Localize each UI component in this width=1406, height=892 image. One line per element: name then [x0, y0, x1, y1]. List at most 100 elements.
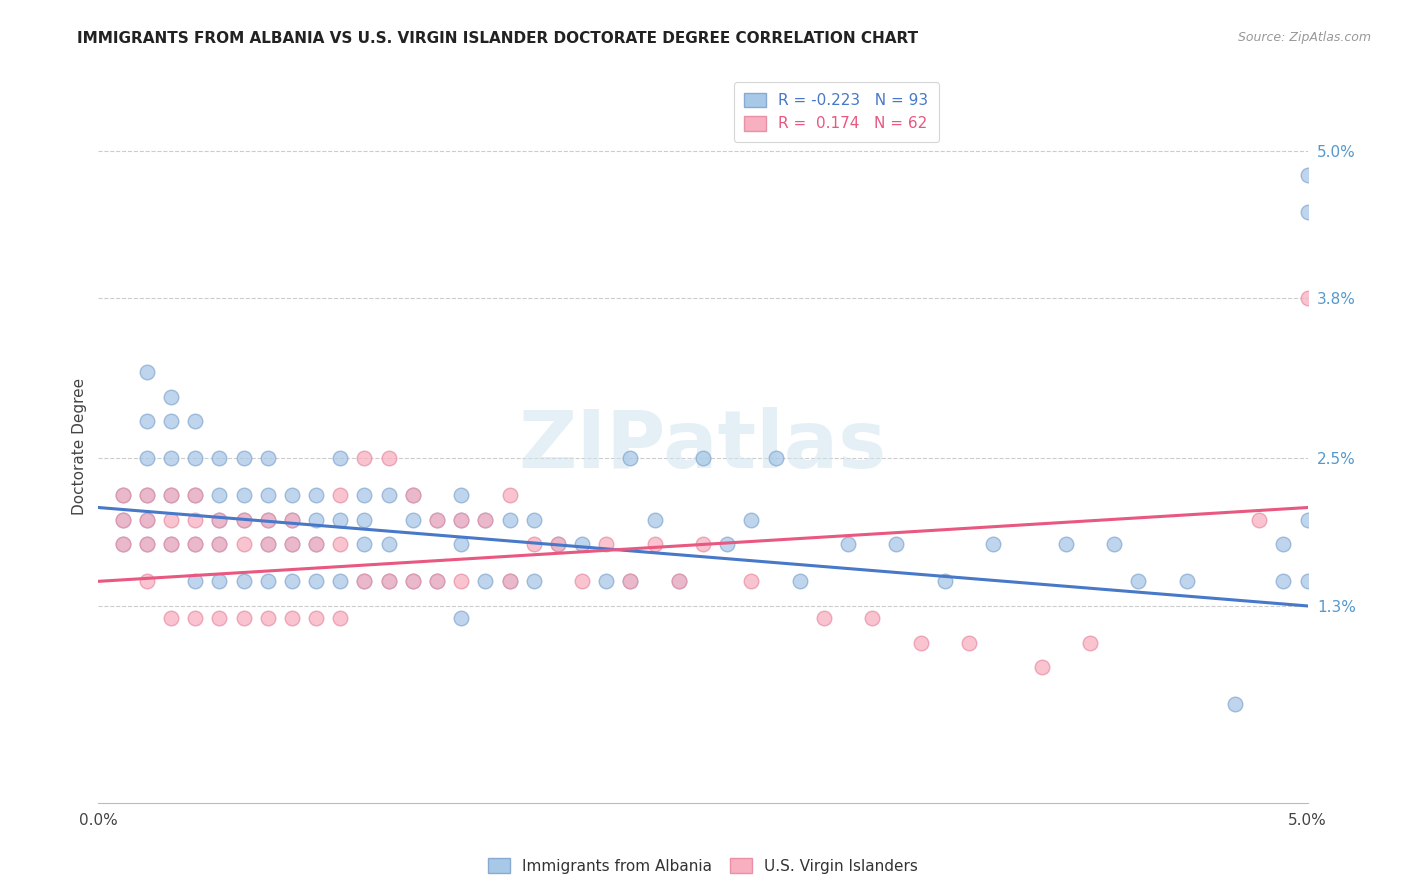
Point: [426, 513, 449, 527]
Point: [547, 537, 569, 551]
Point: [135, 488, 157, 502]
Point: [402, 488, 425, 502]
Point: [1128, 574, 1150, 589]
Point: [450, 513, 472, 527]
Point: [232, 513, 254, 527]
Point: [305, 574, 328, 589]
Point: [426, 513, 449, 527]
Point: [135, 414, 157, 428]
Point: [450, 611, 472, 625]
Point: [135, 488, 157, 502]
Point: [160, 513, 183, 527]
Point: [208, 488, 231, 502]
Point: [256, 611, 278, 625]
Point: [668, 574, 690, 589]
Point: [1078, 636, 1101, 650]
Point: [208, 537, 231, 551]
Point: [498, 513, 520, 527]
Point: [232, 451, 254, 466]
Point: [957, 636, 980, 650]
Point: [135, 365, 157, 379]
Point: [281, 513, 304, 527]
Point: [281, 537, 304, 551]
Point: [135, 513, 157, 527]
Point: [208, 513, 231, 527]
Point: [595, 574, 617, 589]
Point: [1272, 574, 1295, 589]
Point: [305, 611, 328, 625]
Point: [160, 414, 183, 428]
Point: [135, 574, 157, 589]
Point: [765, 451, 787, 466]
Point: [934, 574, 956, 589]
Text: ZIPatlas: ZIPatlas: [519, 407, 887, 485]
Point: [716, 537, 738, 551]
Point: [450, 537, 472, 551]
Point: [256, 488, 278, 502]
Text: IMMIGRANTS FROM ALBANIA VS U.S. VIRGIN ISLANDER DOCTORATE DEGREE CORRELATION CHA: IMMIGRANTS FROM ALBANIA VS U.S. VIRGIN I…: [77, 31, 918, 46]
Point: [377, 451, 399, 466]
Point: [1272, 537, 1295, 551]
Point: [256, 537, 278, 551]
Point: [256, 537, 278, 551]
Point: [232, 611, 254, 625]
Point: [377, 537, 399, 551]
Point: [619, 451, 641, 466]
Point: [595, 537, 617, 551]
Point: [644, 513, 666, 527]
Point: [184, 537, 207, 551]
Point: [353, 574, 375, 589]
Point: [1054, 537, 1077, 551]
Point: [377, 574, 399, 589]
Point: [619, 574, 641, 589]
Point: [644, 537, 666, 551]
Point: [208, 513, 231, 527]
Y-axis label: Doctorate Degree: Doctorate Degree: [72, 377, 87, 515]
Point: [692, 537, 714, 551]
Point: [256, 451, 278, 466]
Point: [208, 574, 231, 589]
Point: [523, 574, 546, 589]
Point: [571, 574, 593, 589]
Point: [740, 574, 762, 589]
Point: [450, 513, 472, 527]
Point: [160, 488, 183, 502]
Point: [498, 488, 520, 502]
Point: [1296, 574, 1319, 589]
Point: [474, 513, 496, 527]
Point: [184, 574, 207, 589]
Point: [184, 488, 207, 502]
Point: [305, 537, 328, 551]
Point: [860, 611, 883, 625]
Point: [305, 488, 328, 502]
Point: [111, 513, 134, 527]
Point: [1296, 513, 1319, 527]
Point: [256, 513, 278, 527]
Point: [498, 574, 520, 589]
Text: Source: ZipAtlas.com: Source: ZipAtlas.com: [1237, 31, 1371, 45]
Point: [692, 451, 714, 466]
Legend: Immigrants from Albania, U.S. Virgin Islanders: Immigrants from Albania, U.S. Virgin Isl…: [482, 852, 924, 880]
Point: [184, 488, 207, 502]
Point: [329, 537, 352, 551]
Point: [353, 537, 375, 551]
Point: [1296, 291, 1319, 305]
Point: [523, 513, 546, 527]
Point: [740, 513, 762, 527]
Point: [160, 390, 183, 404]
Point: [402, 513, 425, 527]
Point: [523, 537, 546, 551]
Point: [474, 513, 496, 527]
Point: [184, 611, 207, 625]
Point: [135, 513, 157, 527]
Point: [111, 513, 134, 527]
Point: [353, 513, 375, 527]
Point: [789, 574, 811, 589]
Point: [450, 574, 472, 589]
Point: [1031, 660, 1053, 674]
Point: [135, 537, 157, 551]
Point: [377, 488, 399, 502]
Point: [837, 537, 859, 551]
Point: [281, 574, 304, 589]
Point: [208, 451, 231, 466]
